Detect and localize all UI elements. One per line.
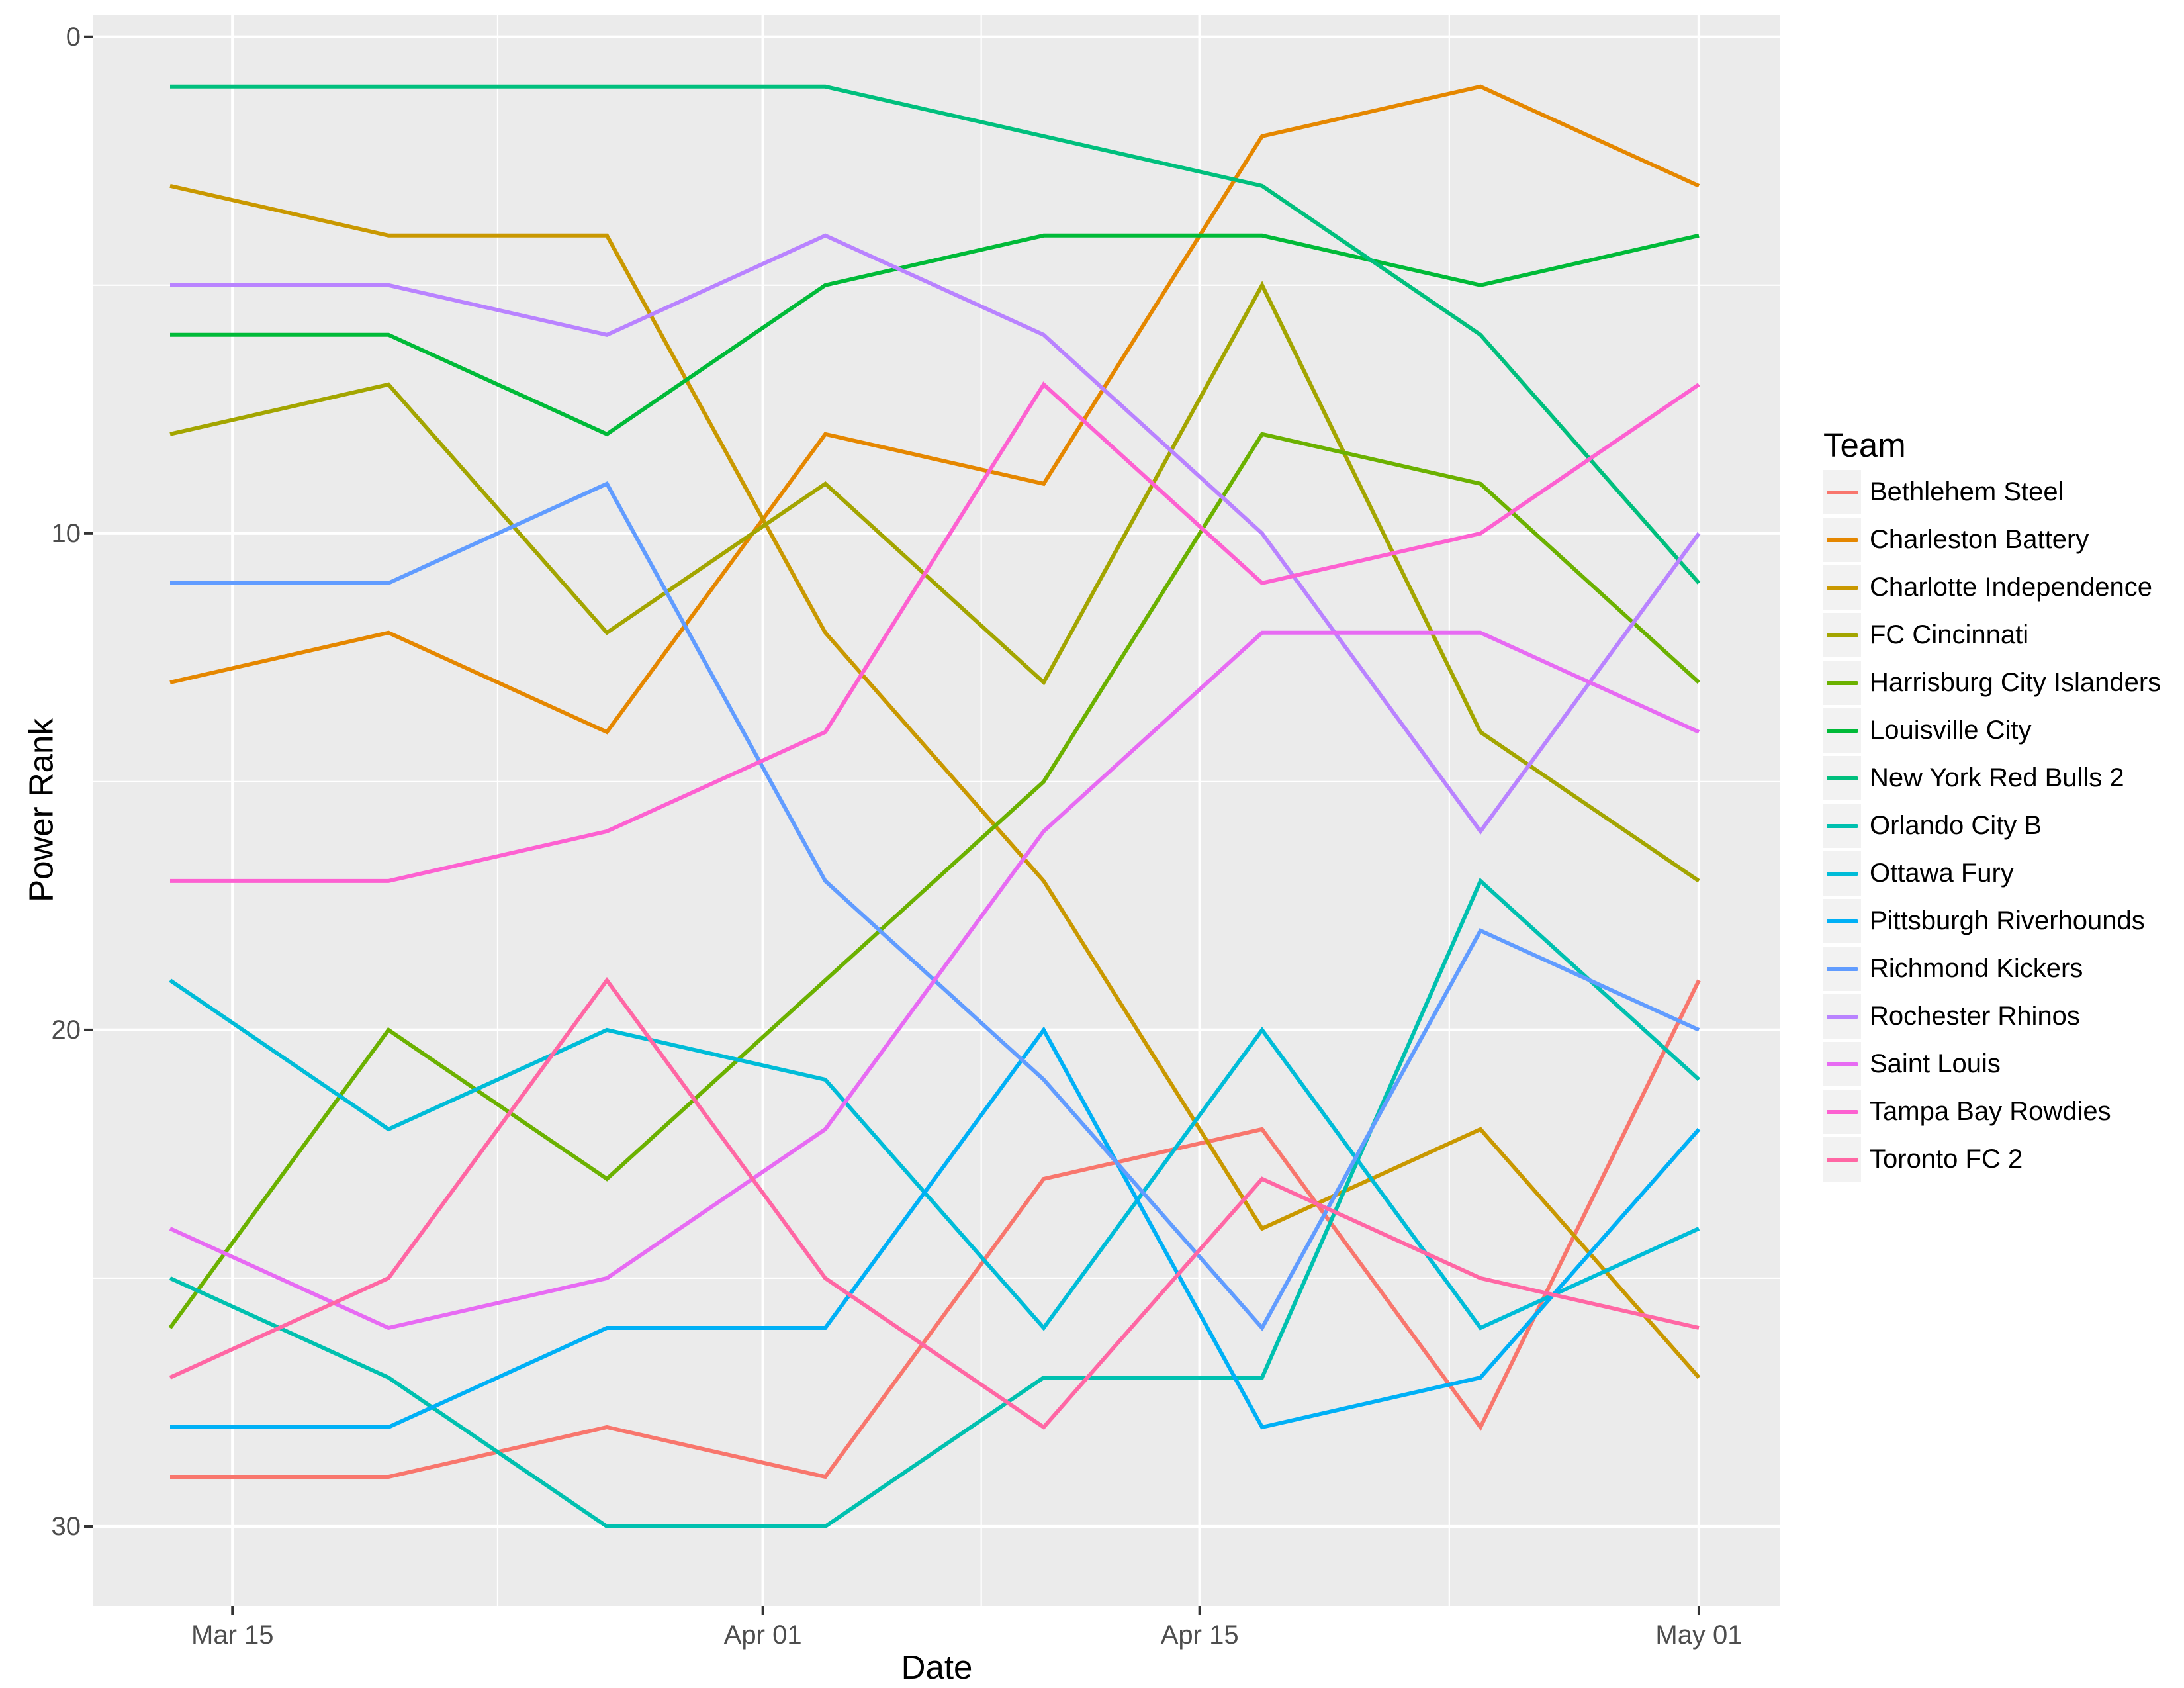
legend-item-tampa-bay-rowdies: Tampa Bay Rowdies [1823, 1090, 2184, 1134]
legend-item-pittsburgh-riverhounds: Pittsburgh Riverhounds [1823, 899, 2184, 943]
series-line-toronto-fc-2 [169, 976, 1700, 1430]
series-line-charleston-battery [169, 84, 1700, 735]
legend-key-icon [1823, 899, 1861, 943]
legend-key-icon [1823, 994, 1861, 1039]
legend-key-icon [1823, 1137, 1861, 1182]
y-tick-label-30: 30 [51, 1511, 81, 1541]
legend-key-icon [1823, 518, 1861, 562]
legend-key-icon [1823, 851, 1861, 896]
legend-item-label: Louisville City [1870, 716, 2032, 745]
y-axis-title: Power Rank [22, 718, 60, 902]
series-line-tampa-bay-rowdies [170, 381, 1700, 883]
legend-items: Bethlehem Steel Charleston Battery Charlot… [1823, 470, 2184, 1182]
series-line-new-york-red-bulls-2 [170, 84, 1701, 585]
legend-key-line [1827, 1109, 1858, 1114]
series-line-louisville-city [170, 233, 1700, 437]
legend-item-label: Tampa Bay Rowdies [1870, 1097, 2111, 1126]
legend-item-label: New York Red Bulls 2 [1870, 763, 2124, 792]
legend-item-label: Orlando City B [1870, 811, 2042, 840]
legend-item-label: Charlotte Independence [1870, 573, 2152, 602]
legend-item-louisville-city: Louisville City [1823, 708, 2184, 753]
x-tick-label-apr-01: Apr 01 [723, 1620, 802, 1650]
legend-key-line [1827, 1014, 1858, 1019]
legend-key-icon [1823, 470, 1861, 514]
series-line-saint-louis [169, 630, 1700, 1331]
legend-key-line [1827, 871, 1858, 876]
legend-item-toronto-fc-2: Toronto FC 2 [1823, 1137, 2184, 1182]
legend-item-label: Ottawa Fury [1870, 859, 2014, 888]
legend-item-label: Pittsburgh Riverhounds [1870, 906, 2145, 935]
legend-item-ottawa-fury: Ottawa Fury [1823, 851, 2184, 896]
legend-item-rochester-rhinos: Rochester Rhinos [1823, 994, 2184, 1039]
legend-item-new-york-red-bulls-2: New York Red Bulls 2 [1823, 756, 2184, 800]
series-line-fc-cincinnati [169, 281, 1700, 883]
legend-item-label: Richmond Kickers [1870, 954, 2083, 983]
legend-key-line [1827, 823, 1858, 828]
x-tick-label-mar-15: Mar 15 [191, 1620, 274, 1650]
legend-item-label: Harrisburg City Islanders [1870, 668, 2161, 697]
legend-item-orlando-city-b: Orlando City B [1823, 804, 2184, 848]
legend-key-icon [1823, 947, 1861, 991]
legend-key-line [1827, 490, 1858, 494]
legend-item-charleston-battery: Charleston Battery [1823, 518, 2184, 562]
legend-key-line [1827, 680, 1858, 685]
legend-key-icon [1823, 565, 1861, 610]
legend-item-charlotte-independence: Charlotte Independence [1823, 565, 2184, 610]
legend-key-line [1827, 966, 1858, 971]
x-axis-title: Date [901, 1648, 973, 1686]
legend-item-harrisburg-city-islanders: Harrisburg City Islanders [1823, 661, 2184, 705]
legend-item-label: Charleston Battery [1870, 525, 2089, 554]
legend-key-icon [1823, 804, 1861, 848]
legend-key-icon [1823, 1090, 1861, 1134]
legend-item-label: Saint Louis [1870, 1049, 2001, 1078]
legend-key-line [1827, 728, 1858, 733]
legend-key-line [1827, 585, 1858, 590]
legend: Team Bethlehem Steel Charleston Battery Ch… [1823, 425, 2184, 1185]
legend-item-richmond-kickers: Richmond Kickers [1823, 947, 2184, 991]
x-tick-label-apr-15: Apr 15 [1160, 1620, 1239, 1650]
legend-item-bethlehem-steel: Bethlehem Steel [1823, 470, 2184, 514]
legend-item-label: Toronto FC 2 [1870, 1145, 2023, 1174]
y-tick-label-0: 0 [66, 22, 81, 52]
series-line-ottawa-fury [169, 978, 1700, 1331]
legend-key-icon [1823, 661, 1861, 705]
legend-item-fc-cincinnati: FC Cincinnati [1823, 613, 2184, 657]
series-line-harrisburg-city-islanders [168, 432, 1701, 1329]
series-line-orlando-city-b [169, 877, 1701, 1528]
legend-title: Team [1823, 426, 1906, 464]
series-line-pittsburgh-riverhounds [170, 1026, 1701, 1430]
legend-key-line [1827, 919, 1858, 923]
legend-key-icon [1823, 708, 1861, 753]
legend-key-line [1827, 633, 1858, 637]
y-tick-label-10: 10 [51, 518, 81, 548]
x-tick-label-may-01: May 01 [1655, 1620, 1743, 1650]
series-line-charlotte-independence [169, 183, 1701, 1379]
series-line-bethlehem-steel [170, 979, 1701, 1479]
legend-key-line [1827, 776, 1858, 780]
legend-item-label: Rochester Rhinos [1870, 1002, 2080, 1031]
legend-item-label: FC Cincinnati [1870, 620, 2029, 649]
legend-key-line [1827, 1157, 1858, 1162]
y-tick-label-20: 20 [51, 1015, 81, 1045]
series-line-rochester-rhinos [170, 233, 1701, 835]
legend-key-line [1827, 538, 1858, 542]
legend-key-line [1827, 1062, 1858, 1066]
legend-item-label: Bethlehem Steel [1870, 477, 2064, 506]
panel-background [93, 15, 1780, 1606]
legend-key-icon [1823, 756, 1861, 800]
legend-key-icon [1823, 1042, 1861, 1086]
legend-item-saint-louis: Saint Louis [1823, 1042, 2184, 1086]
legend-key-icon [1823, 613, 1861, 657]
